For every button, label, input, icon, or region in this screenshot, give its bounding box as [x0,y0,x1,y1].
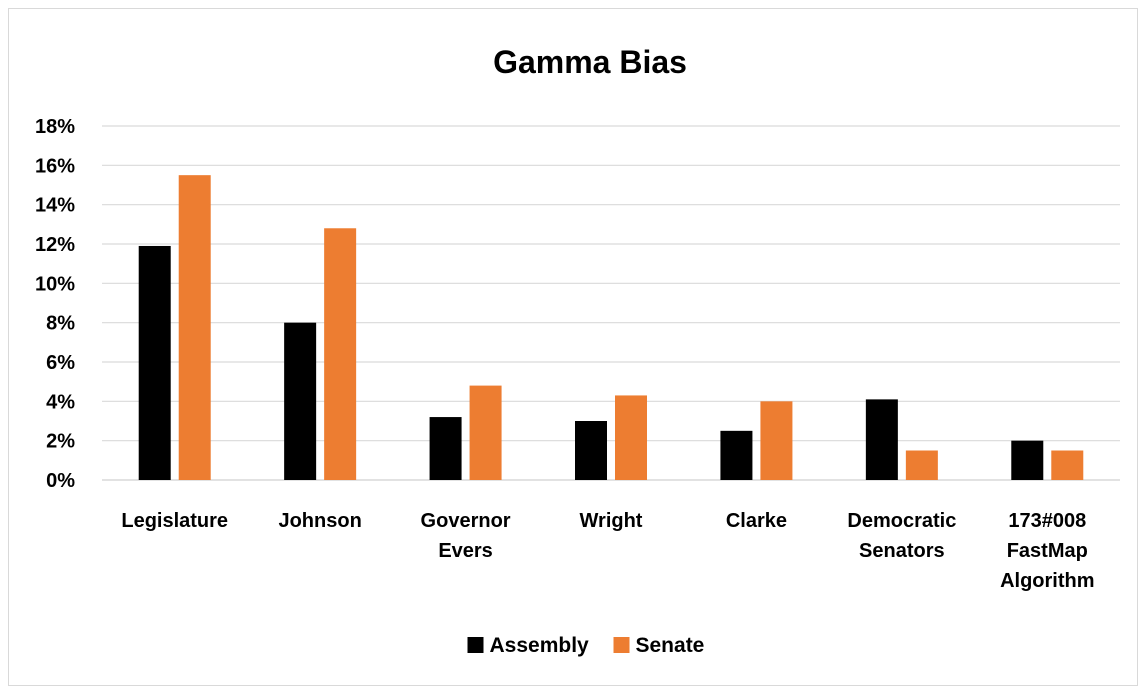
y-tick-label: 18% [35,116,75,138]
bar-senate-4 [760,401,793,480]
y-axis-tick-labels: 0% 2% 4% 6% 8% 10% 12% 14% 16% 18% [35,116,75,492]
y-tick-label: 16% [35,155,75,177]
bars [138,175,1084,480]
legend: Assembly Senate [467,634,705,657]
y-tick-label: 0% [46,470,75,492]
y-tick-label: 6% [46,352,75,374]
y-tick-label: 8% [46,313,75,335]
x-category-label: Legislature [121,510,228,532]
bar-senate-1 [324,228,357,480]
bar-assembly-6 [1011,440,1044,480]
bar-senate-6 [1051,450,1084,480]
bar-assembly-3 [575,421,607,480]
legend-swatch-assembly [467,637,484,653]
x-category-label: 173#008 FastMap Algorithm [1000,510,1094,592]
bar-senate-2 [469,385,502,480]
bar-assembly-5 [865,399,898,480]
bar-senate-5 [905,450,938,480]
legend-label-assembly: Assembly [490,634,590,657]
bar-assembly-2 [429,417,462,480]
bar-assembly-1 [284,322,317,480]
y-tick-label: 10% [35,273,75,295]
legend-label-senate: Senate [636,634,705,657]
chart-title: Gamma Bias [493,44,687,80]
grid-lines [102,125,1120,481]
y-tick-label: 12% [35,234,75,256]
bar-senate-0 [178,175,211,480]
x-category-label: Democratic Senators [847,510,956,562]
bar-assembly-0 [138,245,171,480]
y-tick-label: 2% [46,431,75,453]
x-axis-category-labels: Legislature Johnson Governor Evers Wright Cla… [121,510,1094,592]
legend-swatch-senate [613,637,630,653]
y-tick-label: 4% [46,391,75,413]
x-category-label: Clarke [726,510,787,532]
bar-assembly-4 [720,430,753,480]
x-category-label: Johnson [278,510,361,532]
x-category-label: Wright [580,510,643,532]
x-category-label: Governor Evers [421,510,511,562]
y-tick-label: 14% [35,195,75,217]
bar-senate-3 [615,395,647,480]
